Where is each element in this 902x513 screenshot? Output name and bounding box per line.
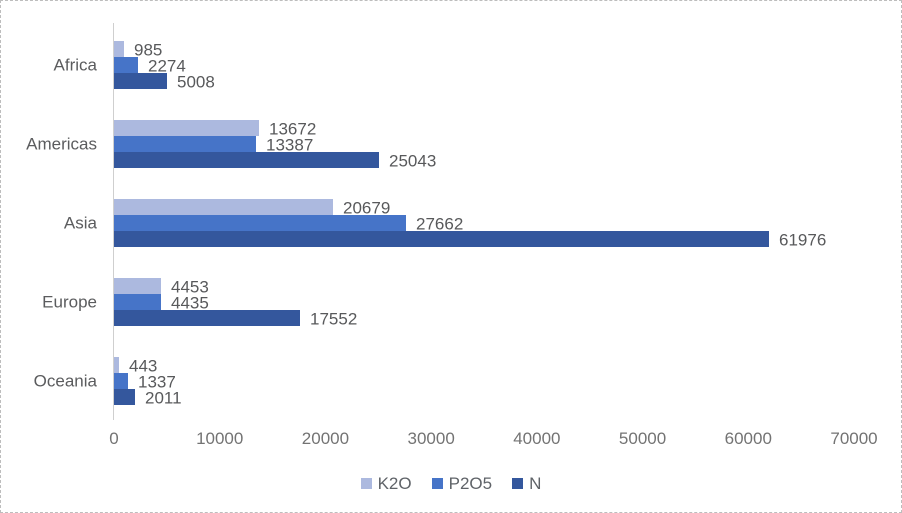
legend-item-p2o5: P2O5 <box>431 474 493 493</box>
legend-item-n: N <box>512 475 541 492</box>
x-tick-label: 70000 <box>830 429 878 448</box>
legend-label: N <box>529 474 542 493</box>
bar-value-label: 25043 <box>389 151 437 170</box>
bar-value-label: 17552 <box>310 309 358 328</box>
legend-label: P2O5 <box>448 474 493 493</box>
legend-label: K2O <box>377 474 412 493</box>
category-label-africa: Africa <box>53 55 97 74</box>
bar-k2o-europe <box>114 277 161 294</box>
y-axis-line <box>113 23 114 420</box>
bar-p2o5-oceania <box>114 372 128 389</box>
category-label-asia: Asia <box>63 213 97 232</box>
bar-value-label: 1337 <box>138 372 176 391</box>
legend-item-k2o: K2O <box>360 474 412 493</box>
bar-value-label: 5008 <box>177 72 215 91</box>
bar-p2o5-europe <box>114 293 161 310</box>
bar-k2o-oceania <box>114 356 119 373</box>
bar-p2o5-africa <box>114 56 138 73</box>
bar-value-label: 2011 <box>145 388 182 407</box>
bar-value-label: 13387 <box>266 135 314 154</box>
category-label-americas: Americas <box>26 134 97 153</box>
x-tick-label: 0 <box>109 429 119 448</box>
bar-k2o-asia <box>114 198 333 215</box>
x-tick-label: 10000 <box>196 429 244 448</box>
bar-p2o5-asia <box>114 214 406 231</box>
bar-n-oceania <box>114 388 135 405</box>
legend-swatch-icon <box>512 478 524 489</box>
x-tick-label: 30000 <box>407 429 455 448</box>
bar-k2o-americas <box>114 119 259 136</box>
bar-n-asia <box>114 230 769 247</box>
legend-swatch-icon <box>431 478 443 489</box>
legend-swatch-icon <box>360 478 372 489</box>
bar-value-label: 27662 <box>416 214 464 233</box>
category-label-oceania: Oceania <box>33 371 97 390</box>
category-label-europe: Europe <box>42 292 97 311</box>
bar-n-europe <box>114 309 300 326</box>
bar-p2o5-americas <box>114 135 256 152</box>
bar-value-label: 61976 <box>779 230 827 249</box>
bar-value-label: 4453 <box>171 277 209 296</box>
bar-value-label: 985 <box>134 40 163 59</box>
bar-n-americas <box>114 151 379 168</box>
bar-n-africa <box>114 72 167 89</box>
x-tick-label: 50000 <box>618 429 667 448</box>
x-tick-label: 40000 <box>513 429 561 448</box>
bar-k2o-africa <box>114 40 124 57</box>
bar-value-label: 2274 <box>148 56 186 75</box>
x-tick-label: 60000 <box>724 429 772 448</box>
bar-value-label: 13672 <box>269 119 317 138</box>
x-tick-label: 20000 <box>301 429 350 448</box>
bar-value-label: 4435 <box>171 293 209 312</box>
bar-value-label: 20679 <box>343 198 391 217</box>
legend: K2O P2O5 N <box>1 475 901 492</box>
bar-value-label: 443 <box>129 356 158 375</box>
